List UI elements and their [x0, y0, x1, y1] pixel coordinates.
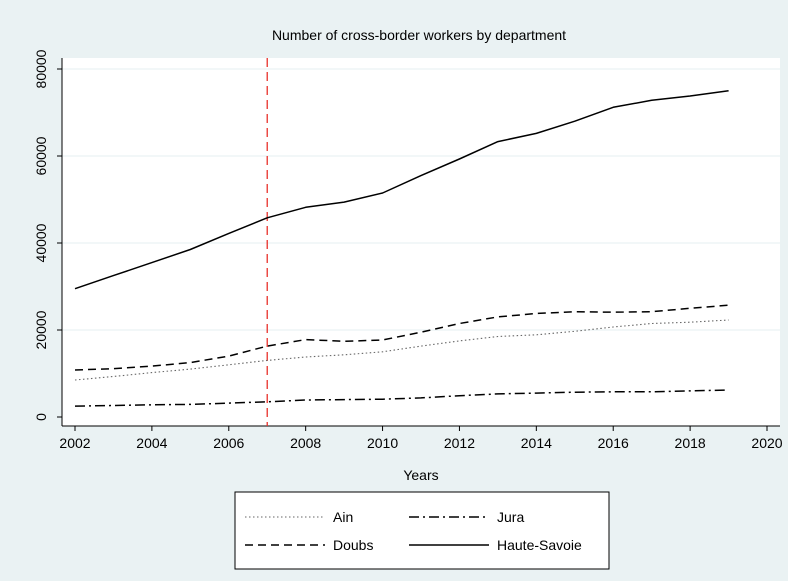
legend-label: Haute-Savoie — [497, 537, 582, 553]
series-line — [74, 389, 729, 407]
x-tick-label: 2016 — [598, 435, 629, 451]
legend-box — [234, 491, 610, 570]
series-jura — [74, 389, 729, 407]
x-tick-label: 2010 — [367, 435, 398, 451]
x-tick-label: 2006 — [213, 435, 244, 451]
y-tick-label: 20000 — [33, 310, 49, 349]
y-tick-label: 40000 — [33, 223, 49, 262]
x-tick-label: 2004 — [136, 435, 167, 451]
y-tick-label: 60000 — [33, 136, 49, 175]
axes — [57, 58, 780, 431]
x-tick-label: 2020 — [751, 435, 782, 451]
series-ain — [74, 319, 729, 381]
tick-labels: 2002 2004 2006 2008 2010 2012 2014 2016 2018 2020… — [33, 49, 783, 451]
x-tick-label: 2018 — [675, 435, 706, 451]
plot-area — [62, 58, 780, 426]
series-layer — [74, 90, 729, 407]
legend-label: Ain — [333, 509, 353, 525]
series-line — [74, 90, 729, 290]
series-line — [74, 319, 729, 381]
series-line — [74, 304, 729, 371]
legend-label: Doubs — [333, 537, 373, 553]
series-haute-savoie — [74, 90, 729, 290]
x-tick-label: 2008 — [290, 435, 321, 451]
chart-title: Number of cross-border workers by depart… — [272, 27, 566, 43]
y-tick-label: 80000 — [33, 49, 49, 88]
legend: Ain Jura Doubs Haute-Savoie — [234, 491, 610, 570]
x-axis-title: Years — [403, 467, 438, 483]
x-tick-label: 2002 — [59, 435, 90, 451]
y-tick-label: 0 — [33, 413, 49, 421]
legend-label: Jura — [497, 509, 524, 525]
series-doubs — [74, 304, 729, 371]
gridlines — [62, 68, 780, 331]
x-tick-label: 2012 — [444, 435, 475, 451]
x-tick-label: 2014 — [521, 435, 552, 451]
